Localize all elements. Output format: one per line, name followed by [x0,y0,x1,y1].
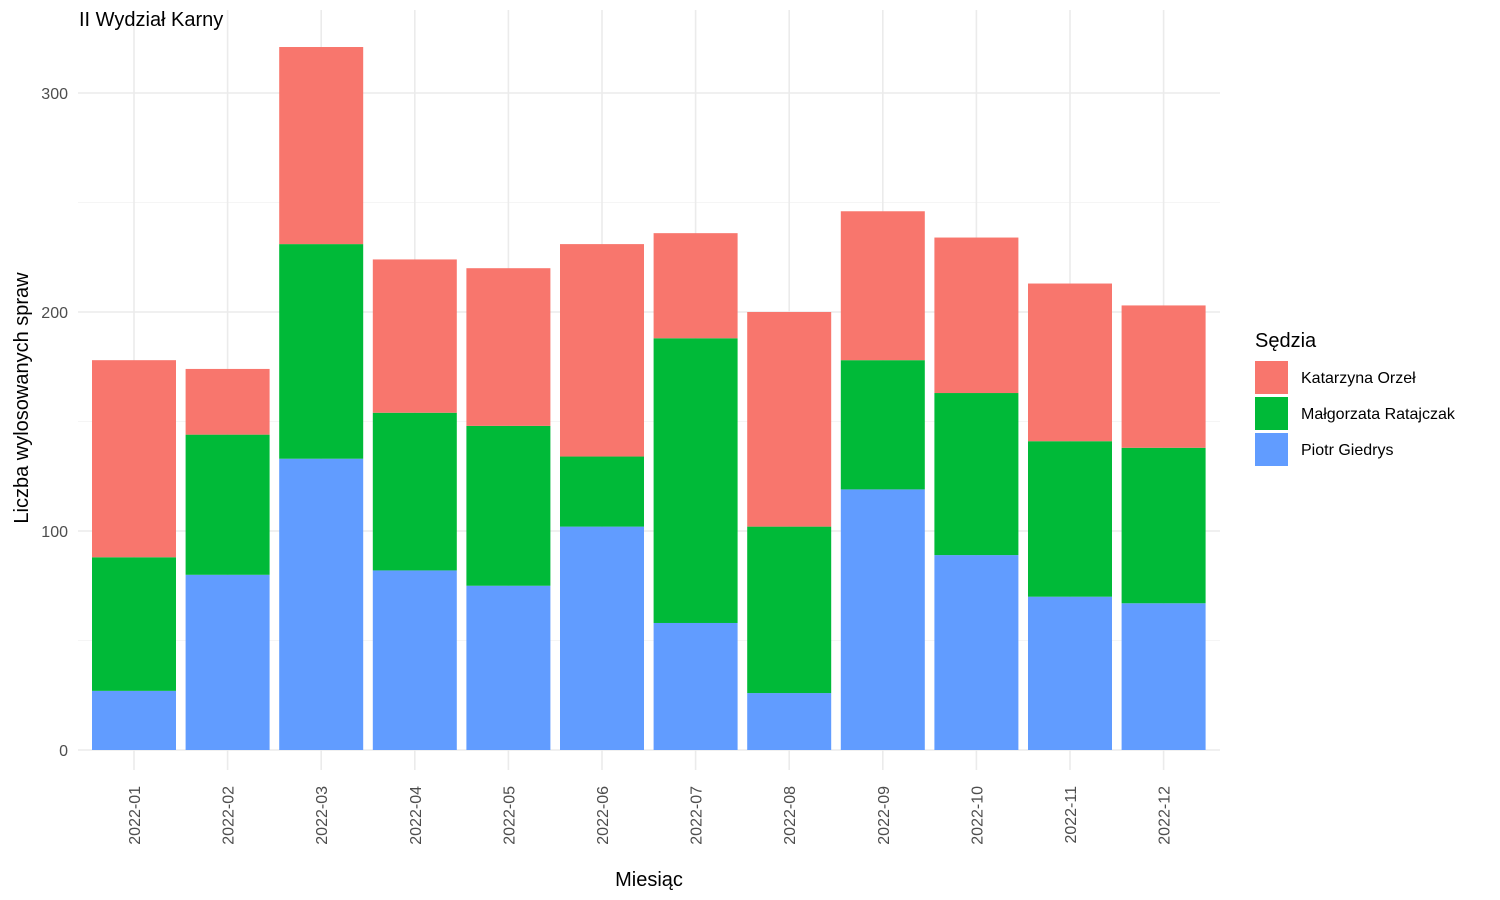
legend-swatch [1255,361,1288,394]
legend-label: Katarzyna Orzeł [1301,370,1416,387]
chart-title: II Wydział Karny [79,9,223,31]
y-tick-label: 100 [41,524,68,541]
bar-segment [92,557,176,691]
y-axis-ticks: 0 100 200 300 [41,86,68,760]
bar-segment [372,259,457,413]
bar-segment [747,526,832,694]
x-tick-label: 2022-11 [1063,786,1080,844]
x-tick-label: 2022-10 [969,786,986,845]
legend-swatch [1255,433,1288,466]
legend-title: Sędzia [1255,330,1317,352]
x-tick-label: 2022-01 [127,786,144,845]
bar-segment [1121,305,1206,448]
y-tick-label: 0 [59,743,68,760]
bar-segment [185,434,270,575]
x-tick-label: 2022-08 [782,786,799,845]
x-tick-label: 2022-04 [408,786,425,845]
bar-segment [747,312,832,527]
bar-segment [934,555,1019,750]
y-tick-label: 200 [41,305,68,322]
x-tick-label: 2022-07 [689,786,706,845]
bar-segment [560,244,644,457]
bar-segment [653,338,738,623]
bar-segment [840,360,925,490]
x-tick-label: 2022-03 [314,786,331,845]
bar-segment [840,211,925,361]
bar-segment [653,622,738,750]
bar-segment [934,393,1019,556]
bar-segment [279,458,364,750]
bar-segment [653,233,738,339]
bar-segment [466,425,551,586]
x-axis-title: Miesiąc [615,869,683,891]
legend: Sędzia Katarzyna Orzeł Małgorzata Ratajcz… [1255,330,1456,466]
x-tick-label: 2022-05 [501,786,518,845]
bar-segment [560,456,644,527]
legend-swatch [1255,397,1288,430]
x-tick-label: 2022-02 [221,786,238,845]
bar-segment [372,412,457,571]
bar-segment [1028,441,1112,597]
bar-segment [185,368,270,435]
bar-segment [747,693,832,750]
bar-segment [840,489,925,750]
x-axis-ticks: 2022-01 2022-02 2022-03 2022-04 2022-05 2022-… [127,786,1174,845]
bar-segment [92,360,176,558]
bar-segment [372,570,457,750]
bar-segment [279,47,364,245]
bar-segment [934,237,1019,394]
x-tick-label: 2022-06 [595,786,612,845]
bar-segment [92,690,176,750]
y-axis-title: Liczba wylosowanych spraw [11,272,33,524]
bar-segment [185,574,270,750]
bar-segment [466,268,551,426]
x-tick-label: 2022-12 [1157,786,1174,845]
legend-label: Piotr Giedrys [1301,442,1393,459]
bar-segment [1028,283,1112,442]
bar-segment [466,585,551,750]
x-tick-label: 2022-09 [876,786,893,845]
bar-segment [1028,596,1112,750]
bar-segment [1121,447,1206,604]
bars [92,47,1206,750]
bar-segment [279,244,364,459]
bar-segment [1121,603,1206,750]
bar-segment [560,526,644,750]
legend-label: Małgorzata Ratajczak [1301,406,1456,423]
y-tick-label: 300 [41,86,68,103]
